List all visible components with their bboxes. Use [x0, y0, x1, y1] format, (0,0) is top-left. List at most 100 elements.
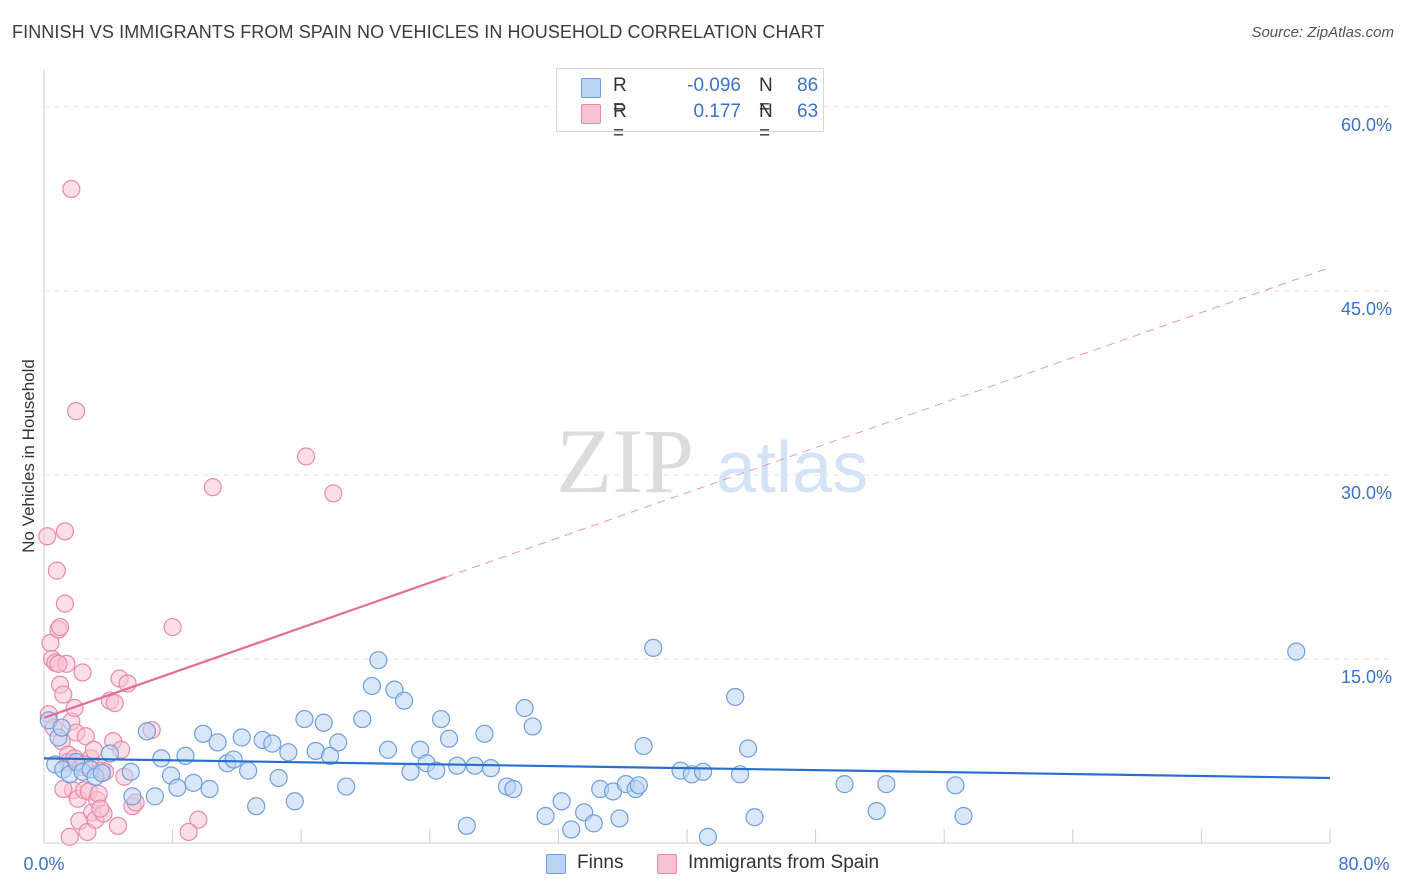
- finns-point: [629, 776, 648, 795]
- finns-point: [504, 779, 523, 799]
- watermark: ZIP atlas: [556, 410, 868, 512]
- x-tick-label-max: 80.0%: [1338, 854, 1389, 874]
- finns-point: [200, 779, 219, 799]
- legend-n-label: N =: [759, 101, 773, 144]
- spain-point: [108, 816, 128, 835]
- finns-point: [239, 761, 258, 780]
- finns-point: [100, 744, 120, 763]
- finns-point: [168, 778, 187, 797]
- finns-point: [439, 729, 459, 748]
- finns-point: [475, 724, 494, 743]
- finns-point: [562, 820, 581, 839]
- finns-point: [285, 792, 304, 811]
- chart-title: FINNISH VS IMMIGRANTS FROM SPAIN NO VEHI…: [12, 22, 825, 42]
- finns-trend-line: [43, 757, 1331, 780]
- y-tick-label: 30.0%: [1341, 483, 1392, 503]
- x-tick-label-min: 0.0%: [23, 854, 64, 874]
- finns-point: [738, 739, 758, 758]
- finns-point: [431, 709, 451, 729]
- finns-point: [194, 724, 213, 743]
- finns-legend-swatch: [546, 854, 566, 874]
- finns-r-value: -0.096: [687, 75, 741, 96]
- spain-point: [189, 810, 208, 829]
- finns-point: [52, 718, 71, 737]
- finns-point: [329, 733, 348, 752]
- finns-point: [726, 687, 745, 707]
- y-tick-label: 60.0%: [1341, 115, 1392, 135]
- finns-point: [263, 734, 282, 753]
- spain-point: [84, 740, 103, 759]
- spain-point: [163, 617, 182, 637]
- watermark-zip: ZIP: [556, 410, 694, 512]
- finns-point: [137, 722, 156, 741]
- spain-point: [55, 522, 74, 541]
- finns-point: [693, 762, 713, 781]
- finns-point: [745, 808, 764, 827]
- spain-point: [67, 402, 86, 421]
- spain-n-value: 63: [797, 101, 819, 122]
- finns-point: [321, 746, 340, 765]
- spain-point: [203, 478, 222, 497]
- spain-swatch: [581, 104, 601, 124]
- finns-point: [515, 698, 534, 718]
- finns-point: [644, 638, 663, 658]
- watermark-atlas: atlas: [716, 428, 868, 508]
- finns-point: [295, 709, 314, 729]
- y-tick-label: 45.0%: [1341, 299, 1392, 319]
- spain-point: [38, 527, 57, 546]
- finns-point: [523, 717, 542, 736]
- source-credit: Source: ZipAtlas.com: [1251, 24, 1394, 41]
- finns-point: [946, 776, 965, 795]
- spain-legend-swatch: [657, 854, 677, 874]
- finns-point: [208, 733, 227, 752]
- spain-point: [62, 179, 81, 199]
- finns-point: [314, 713, 333, 732]
- finns-point: [1287, 642, 1306, 661]
- finns-point: [121, 762, 140, 781]
- spain-r-value: 0.177: [693, 101, 741, 122]
- spain-point: [73, 663, 92, 682]
- tick-labels: 15.0% 30.0% 45.0% 60.0% 0.0% 80.0%: [23, 115, 1392, 874]
- finns-point: [378, 740, 398, 759]
- spain-point: [296, 447, 316, 466]
- y-tick-label: 15.0%: [1341, 667, 1392, 687]
- spain-point: [60, 827, 79, 846]
- spain-points: [38, 179, 343, 846]
- finns-swatch: [581, 78, 601, 98]
- finns-point: [123, 787, 142, 806]
- spain-point: [49, 654, 68, 673]
- spain-trend-extension: [445, 267, 1331, 578]
- finns-point: [279, 743, 298, 762]
- finns-point: [610, 809, 629, 828]
- finns-point: [362, 676, 382, 696]
- spain-point: [47, 561, 66, 580]
- finns-point: [269, 768, 288, 788]
- spain-point: [54, 685, 73, 704]
- finns-point: [401, 762, 420, 781]
- finns-point: [232, 728, 251, 747]
- gridlines: [44, 106, 1392, 660]
- finns-point: [584, 814, 603, 833]
- finns-point: [457, 816, 476, 835]
- spain-point: [55, 594, 74, 613]
- finns-point: [698, 827, 717, 846]
- correlation-legend: R = -0.096 N = 86 R = 0.177 N = 63: [556, 68, 824, 144]
- finns-point: [337, 777, 356, 796]
- finns-point: [92, 763, 111, 783]
- finns-point: [427, 761, 446, 780]
- spain-trend-line: [43, 576, 447, 719]
- finns-point: [394, 691, 414, 710]
- finns-point: [877, 775, 896, 794]
- finns-n-value: 86: [797, 75, 819, 96]
- spain-point: [179, 822, 198, 842]
- finns-point: [184, 773, 203, 792]
- finns-point: [536, 806, 555, 826]
- finns-point: [867, 801, 886, 821]
- spain-point: [105, 694, 124, 713]
- finns-points: [39, 638, 1306, 846]
- finns-point: [369, 651, 388, 670]
- y-axis-label: No Vehicles in Household: [19, 359, 38, 553]
- finns-point: [176, 746, 195, 765]
- finns-point: [954, 806, 973, 826]
